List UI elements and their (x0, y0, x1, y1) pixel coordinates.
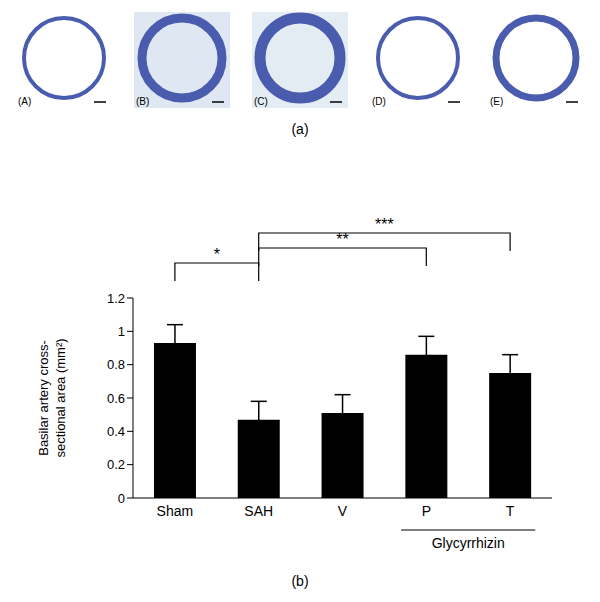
svg-text:(E): (E) (490, 96, 503, 107)
svg-text:P: P (422, 503, 431, 519)
svg-text:(a): (a) (291, 121, 308, 137)
svg-text:1.2: 1.2 (107, 291, 125, 306)
svg-text:***: *** (375, 216, 394, 233)
svg-text:(A): (A) (18, 96, 31, 107)
svg-text:Sham: Sham (157, 503, 194, 519)
svg-text:V: V (338, 503, 348, 519)
svg-text:Glycyrrhizin: Glycyrrhizin (432, 535, 505, 551)
svg-text:(b): (b) (291, 573, 308, 589)
svg-text:Basilar artery cross-sectional: Basilar artery cross-sectional area (mm²… (36, 338, 68, 457)
svg-text:0.8: 0.8 (107, 357, 125, 372)
svg-text:(D): (D) (372, 96, 386, 107)
svg-text:(C): (C) (254, 96, 268, 107)
svg-text:(B): (B) (136, 96, 149, 107)
svg-text:1: 1 (118, 324, 125, 339)
svg-text:*: * (214, 246, 220, 263)
svg-text:0.4: 0.4 (107, 424, 125, 439)
svg-text:0.6: 0.6 (107, 391, 125, 406)
svg-text:0: 0 (118, 491, 125, 506)
svg-text:0.2: 0.2 (107, 457, 125, 472)
svg-text:T: T (506, 503, 515, 519)
svg-text:SAH: SAH (244, 503, 273, 519)
svg-text:**: ** (336, 231, 348, 248)
